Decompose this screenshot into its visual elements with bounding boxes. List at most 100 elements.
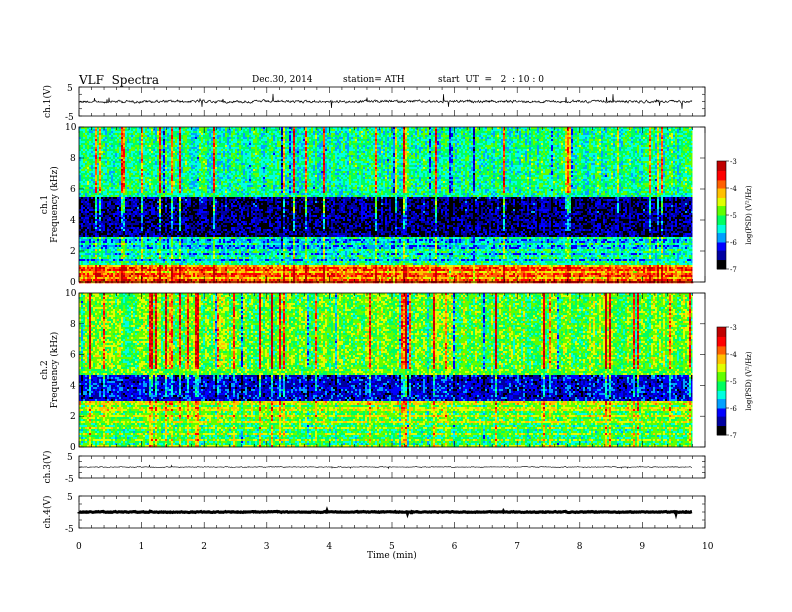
- spectrogram-cell: [81, 203, 83, 205]
- spectrogram-cell: [97, 207, 99, 209]
- spectrogram-cell: [97, 279, 99, 281]
- spectrogram-cell: [93, 195, 95, 197]
- spectrogram-cell: [81, 205, 83, 207]
- spectrogram-cell: [93, 141, 95, 143]
- spectrogram-cell: [81, 243, 83, 245]
- spectrogram-cell: [87, 263, 89, 265]
- spectrogram-cell: [97, 151, 99, 153]
- spectrogram-cell: [81, 189, 83, 191]
- spectrogram-cell: [85, 129, 87, 131]
- spectrogram-cell: [81, 173, 83, 175]
- spectrogram-cell: [95, 139, 97, 141]
- spectrogram-cell: [97, 225, 99, 227]
- spectrogram-cell: [89, 271, 91, 273]
- spectrogram-cell: [85, 201, 87, 203]
- spectrogram-cell: [89, 135, 91, 137]
- spectrogram-cell: [81, 261, 83, 263]
- spectrogram-cell: [93, 129, 95, 131]
- spectrogram-cell: [87, 271, 89, 273]
- spectrogram-cell: [81, 237, 83, 239]
- spectrogram-cell: [97, 141, 99, 143]
- spectrogram-cell: [93, 245, 95, 247]
- spectrogram-cell: [95, 193, 97, 195]
- spectrogram-cell: [85, 261, 87, 263]
- spectrogram-cell: [83, 205, 85, 207]
- spectrogram-cell: [87, 213, 89, 215]
- spectrogram-cell: [83, 237, 85, 239]
- spectrogram-cell: [95, 129, 97, 131]
- spectrogram-cell: [83, 167, 85, 169]
- spectrogram-cell: [93, 167, 95, 169]
- spectrogram-cell: [83, 195, 85, 197]
- spectrogram-cell: [91, 201, 93, 203]
- spectrogram-cell: [97, 129, 99, 131]
- spectrogram-cell: [95, 153, 97, 155]
- spectrogram-cell: [91, 207, 93, 209]
- spectrogram-cell: [89, 251, 91, 253]
- spectrogram-cell: [91, 149, 93, 151]
- spectrogram-cell: [81, 239, 83, 241]
- spectrogram-cell: [83, 193, 85, 195]
- spectrogram-cell: [93, 193, 95, 195]
- spectrogram-cell: [81, 177, 83, 179]
- spectrogram-cell: [93, 211, 95, 213]
- spectrogram-cell: [95, 181, 97, 183]
- spectrogram-cell: [81, 273, 83, 275]
- spectrogram-cell: [83, 151, 85, 153]
- spectrogram-cell: [97, 175, 99, 177]
- spectrogram-cell: [93, 173, 95, 175]
- spectrogram-cell: [89, 239, 91, 241]
- spectrogram-cell: [81, 195, 83, 197]
- spectrogram-cell: [83, 201, 85, 203]
- spectrogram-cell: [91, 191, 93, 193]
- spectrogram-cell: [87, 177, 89, 179]
- spectrogram-cell: [89, 143, 91, 145]
- spectrogram-cell: [85, 213, 87, 215]
- spectrogram-cell: [83, 229, 85, 231]
- spectrogram-cell: [87, 247, 89, 249]
- spectrogram-cell: [91, 157, 93, 159]
- spectrogram-cell: [97, 193, 99, 195]
- spectrogram-cell: [95, 249, 97, 251]
- spectrogram-cell: [81, 135, 83, 137]
- spectrogram-cell: [93, 147, 95, 149]
- spectrogram-cell: [87, 277, 89, 279]
- spectrogram-cell: [95, 219, 97, 221]
- spectrogram-cell: [89, 257, 91, 259]
- spectrogram-cell: [85, 231, 87, 233]
- spectrogram-cell: [81, 259, 83, 261]
- spectrogram-cell: [83, 179, 85, 181]
- spectrogram-cell: [93, 251, 95, 253]
- spectrogram-cell: [85, 199, 87, 201]
- spectrogram-cell: [91, 187, 93, 189]
- spectrogram-cell: [93, 169, 95, 171]
- spectrogram-cell: [85, 223, 87, 225]
- spectrogram-cell: [97, 135, 99, 137]
- spectrogram-cell: [91, 205, 93, 207]
- spectrogram-cell: [89, 199, 91, 201]
- spectrogram-cell: [83, 265, 85, 267]
- spectrogram-cell: [93, 225, 95, 227]
- spectrogram-cell: [87, 275, 89, 277]
- spectrogram-cell: [97, 269, 99, 271]
- spectrogram-cell: [95, 191, 97, 193]
- spectrogram-cell: [87, 245, 89, 247]
- spectrogram-cell: [95, 279, 97, 281]
- spectrogram-cell: [97, 209, 99, 211]
- spectrogram-cell: [83, 225, 85, 227]
- spectrogram-cell: [85, 131, 87, 133]
- spectrogram-cell: [85, 211, 87, 213]
- spectrogram-cell: [95, 209, 97, 211]
- spectrogram-cell: [89, 179, 91, 181]
- spectrogram-cell: [83, 213, 85, 215]
- spectrogram-cell: [81, 251, 83, 253]
- spectrogram-cell: [87, 241, 89, 243]
- spectrogram-cell: [89, 221, 91, 223]
- spectrogram-cell: [87, 231, 89, 233]
- spectrogram-cell: [93, 277, 95, 279]
- spectrogram-cell: [83, 183, 85, 185]
- spectrogram-cell: [97, 201, 99, 203]
- spectrogram-cell: [97, 139, 99, 141]
- spectrogram-cell: [95, 245, 97, 247]
- spectrogram-cell: [95, 213, 97, 215]
